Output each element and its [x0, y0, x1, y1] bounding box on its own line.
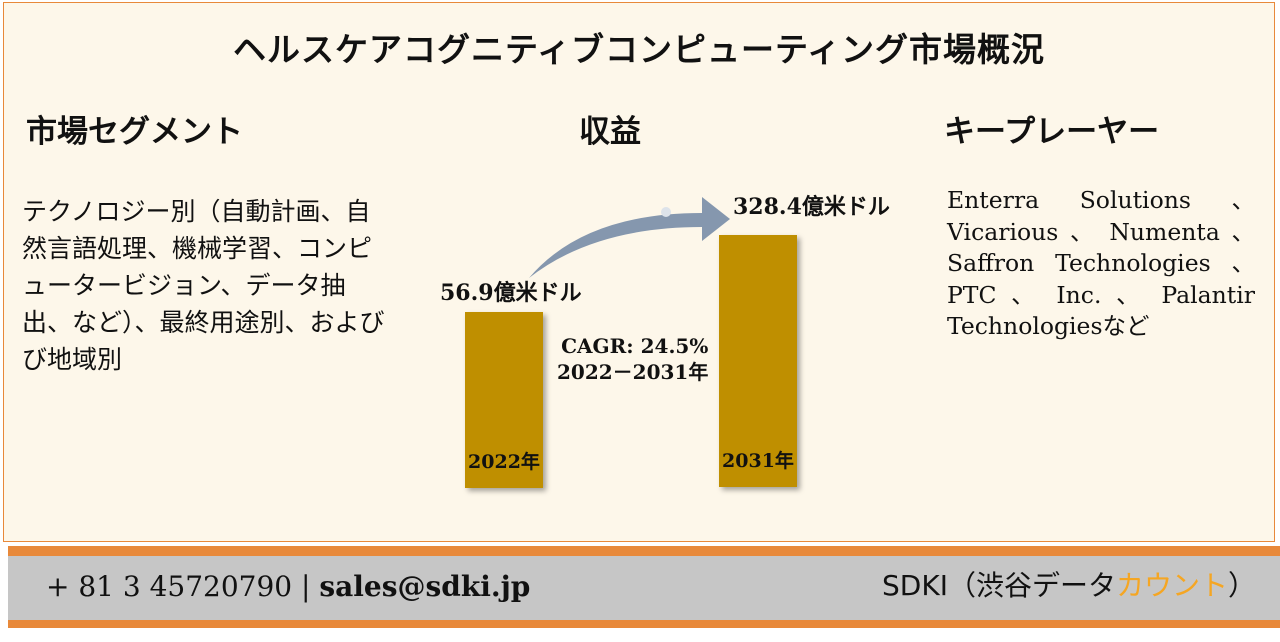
- cagr-rate: CAGR: 24.5%: [561, 334, 709, 358]
- bar-label-2022: 2022年: [468, 451, 540, 473]
- segments-heading: 市場セグメント: [26, 114, 243, 150]
- contact-separator: |: [301, 570, 311, 603]
- footer-bottom-stripe: [8, 620, 1280, 628]
- brand-prefix: SDKI（渋谷データ: [882, 569, 1116, 602]
- cagr-period: 2022－2031年: [557, 360, 709, 384]
- bar-2022: 2022年: [465, 312, 543, 488]
- brand-accent: カウント: [1115, 569, 1228, 602]
- phone-number[interactable]: + 81 3 45720790: [46, 570, 293, 603]
- growth-arrow-icon: [529, 197, 730, 278]
- cagr-annotation: CAGR: 24.5% 2022－2031年: [557, 333, 708, 385]
- bar-2031: 2031年: [719, 235, 797, 487]
- footer-bar: + 81 3 45720790 | sales@sdki.jp SDKI（渋谷デ…: [8, 556, 1280, 620]
- key-players-text: Enterra Solutions 、 Vicarious 、 Numenta …: [947, 186, 1255, 340]
- page-title: ヘルスケアコグニティブコンピューティング市場概況: [232, 30, 1046, 69]
- footer-top-stripe: [8, 546, 1280, 556]
- value-label-2022: 56.9億米ドル: [440, 280, 582, 306]
- brand-suffix: ）: [1227, 569, 1256, 602]
- key-players-heading: キープレーヤー: [944, 114, 1160, 150]
- brand-name: SDKI（渋谷データカウント）: [882, 564, 1256, 604]
- segments-text: テクノロジー別（自動計画、自然言語処理、機械学習、コンピュータービジョン、データ…: [22, 197, 385, 374]
- contact-info: + 81 3 45720790 | sales@sdki.jp: [46, 570, 530, 603]
- value-label-2031: 328.4億米ドル: [733, 194, 890, 220]
- revenue-heading: 収益: [579, 114, 641, 150]
- email-link[interactable]: sales@sdki.jp: [319, 570, 531, 603]
- bar-label-2031: 2031年: [722, 450, 794, 472]
- infographic-panel: ヘルスケアコグニティブコンピューティング市場概況 市場セグメント 収益 キープレ…: [3, 2, 1275, 542]
